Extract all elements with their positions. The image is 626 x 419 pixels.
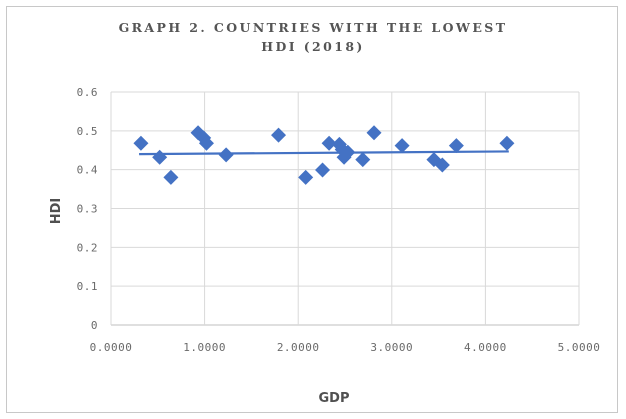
data-point (434, 157, 450, 173)
y-tick-label: 0 (91, 319, 98, 332)
chart-title-line-2: HDI (2018) (261, 39, 365, 54)
data-point (340, 144, 356, 160)
data-point (448, 138, 464, 154)
chart-frame (6, 6, 618, 413)
data-point (499, 135, 515, 151)
chart-title: GRAPH 2. COUNTRIES WITH THE LOWEST HDI (… (0, 18, 626, 56)
chart-title-line-1: GRAPH 2. COUNTRIES WITH THE LOWEST (118, 20, 508, 35)
data-point (152, 149, 168, 165)
y-tick-label: 0.6 (77, 86, 98, 99)
y-axis-title: HDI (49, 198, 64, 225)
gridlines (110, 91, 580, 326)
x-tick-label: 4.0000 (464, 341, 507, 354)
trendline-group (139, 150, 509, 156)
data-point (133, 135, 149, 151)
x-tick-label: 3.0000 (370, 341, 413, 354)
x-tick-label: 0.0000 (90, 341, 133, 354)
y-tick-label: 0.1 (77, 280, 98, 293)
data-point (198, 135, 214, 151)
data-point (366, 125, 382, 141)
y-tick-labels: 0 0.1 0.2 0.3 0.4 0.5 0.6 (77, 86, 98, 332)
y-tick-label: 0.2 (77, 241, 98, 254)
x-tick-label: 1.0000 (183, 341, 226, 354)
data-point (271, 127, 287, 143)
x-tick-label: 2.0000 (277, 341, 320, 354)
y-tick-label: 0.3 (77, 203, 98, 216)
data-point (394, 138, 410, 154)
data-point (163, 169, 179, 185)
data-point (315, 162, 331, 178)
x-tick-label: 5.0000 (558, 341, 601, 354)
trendline (139, 150, 509, 156)
data-point (298, 169, 314, 185)
data-points (133, 125, 515, 185)
x-axis-title: GDP (319, 391, 350, 406)
y-tick-label: 0.4 (77, 164, 98, 177)
y-tick-label: 0.5 (77, 125, 98, 138)
data-point (218, 147, 234, 163)
data-point (355, 152, 371, 168)
x-tick-labels: 0.0000 1.0000 2.0000 3.0000 4.0000 5.0000 (90, 341, 601, 354)
data-point (321, 135, 337, 151)
